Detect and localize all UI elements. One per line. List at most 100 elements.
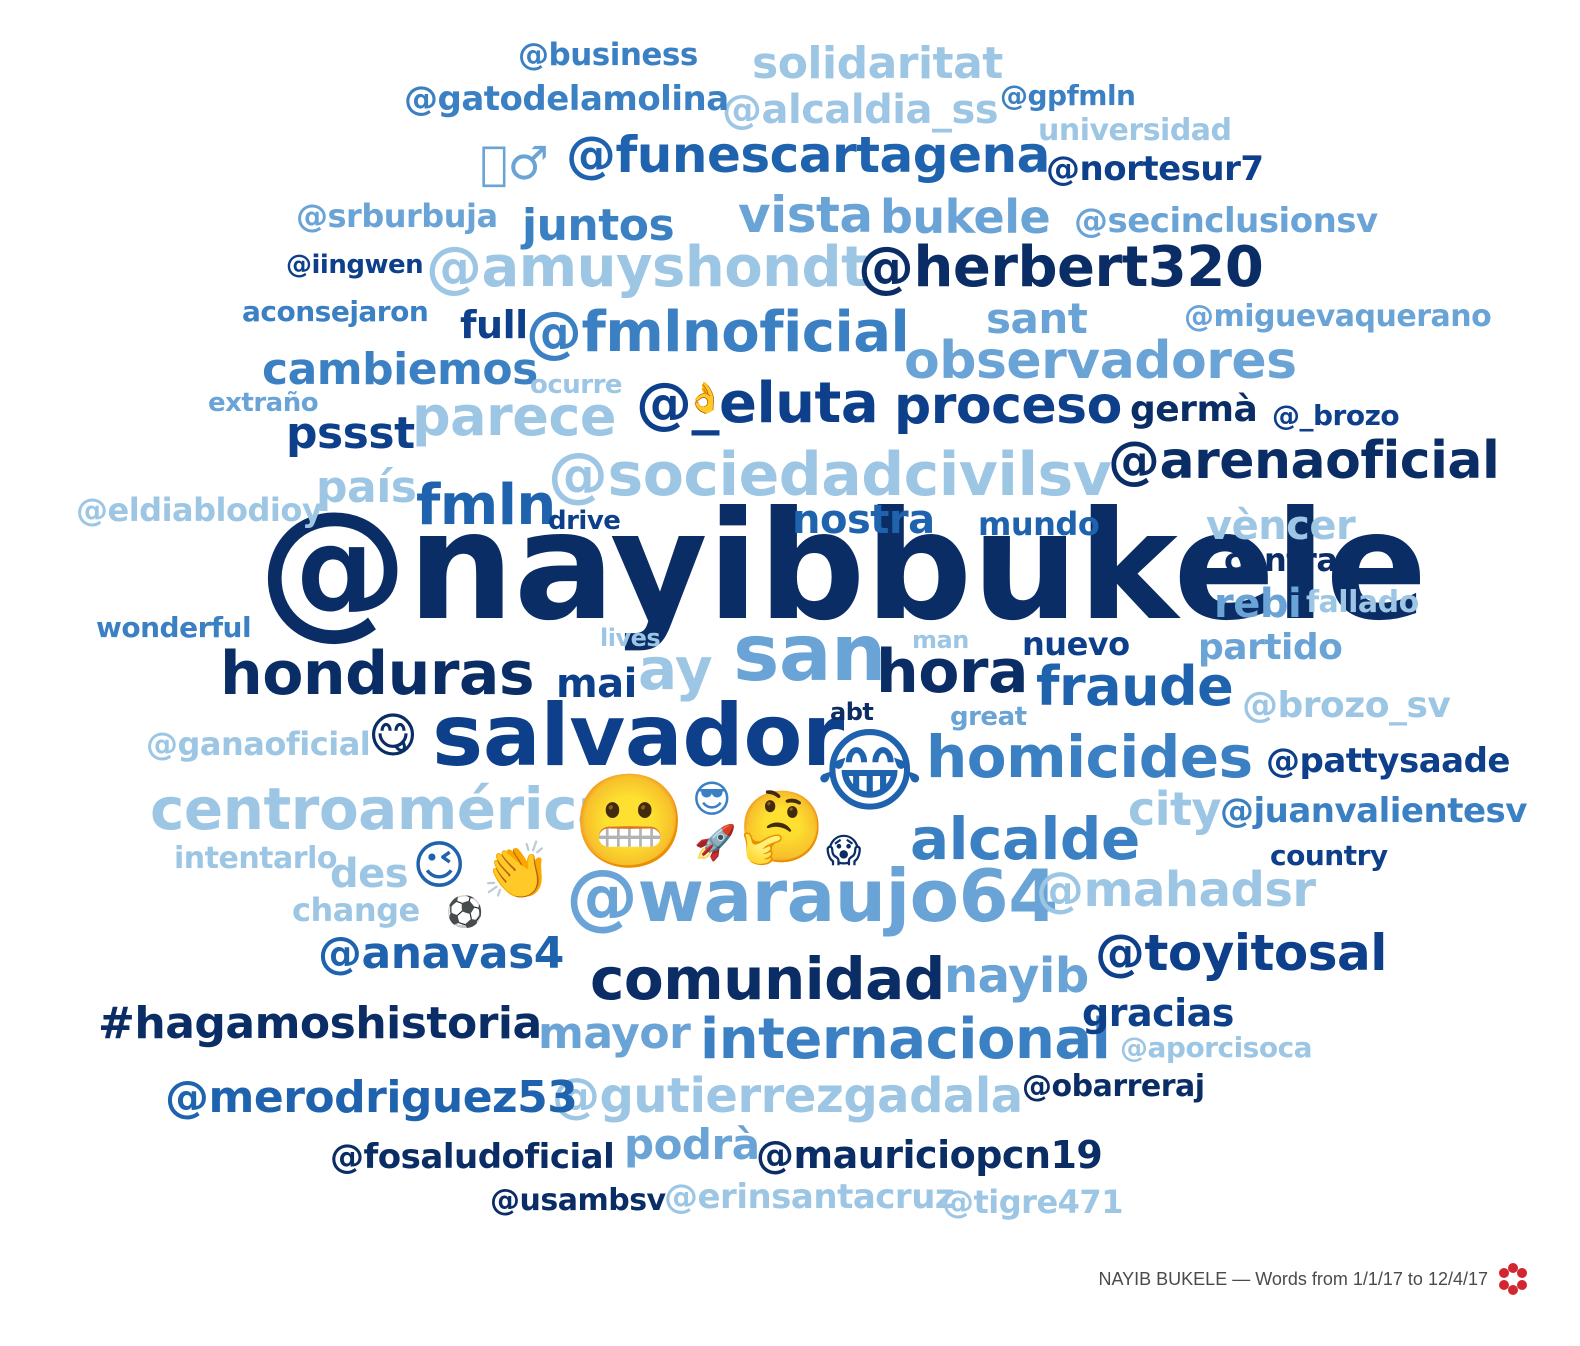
word: extraño [208, 388, 319, 418]
word: gracias [1082, 991, 1234, 1035]
word: @juanvalientesv [1220, 791, 1527, 831]
word: @fmlnoficial [526, 300, 910, 365]
word: mayor [538, 1008, 691, 1059]
clapping-hands-icon: 👏 [482, 839, 552, 904]
word: fmln [416, 473, 556, 538]
ok-hand-icon: 👌 [686, 381, 724, 416]
word: lives [600, 624, 661, 652]
word: germà [1130, 389, 1258, 430]
word: full [460, 303, 528, 347]
word: juntos [522, 200, 675, 251]
word: @waraujo64 [566, 854, 1058, 938]
word: mundo [978, 505, 1100, 543]
word: hora [876, 637, 1029, 707]
word: bukele [880, 190, 1051, 244]
word: @fosaludoficial [330, 1137, 615, 1177]
word: @arenaoficial [1108, 431, 1500, 491]
word: vèncer [1206, 503, 1356, 549]
word: @secinclusionsv [1074, 201, 1378, 241]
word: pssst [286, 408, 415, 459]
word: centroamérica [150, 775, 616, 843]
word: san [733, 609, 887, 699]
word: partido [1198, 627, 1343, 668]
flower-logo-icon [1499, 1263, 1527, 1295]
word: @gatodelamolina [404, 79, 729, 119]
word: comunidad [590, 945, 945, 1013]
word: fallado [1306, 585, 1419, 620]
word: @alcaldia_ss [722, 87, 999, 133]
word: @mahadsr [1036, 862, 1316, 918]
thinking-face-icon: 🤔 [738, 786, 826, 868]
word: @gpfmln [1000, 79, 1136, 112]
winking-face-icon: 😉 [412, 836, 467, 896]
word: @nayibbukele [258, 480, 1427, 654]
word: cambiemos [262, 344, 538, 395]
word: aconsejaron [242, 295, 429, 328]
word: great [950, 702, 1027, 732]
word: observadores [904, 331, 1297, 391]
word: @gutierrezgadala [552, 1068, 1023, 1124]
grimacing-face-icon: 😬 [572, 768, 687, 875]
word: @erinsantacruz [664, 1177, 955, 1217]
word: #hagamoshistoria [98, 998, 542, 1049]
word: @business [518, 37, 698, 73]
word: vista [738, 186, 873, 244]
word: drive [548, 506, 621, 536]
word: homicides [926, 723, 1253, 791]
face-screaming-in-fear-icon: 😱 [826, 831, 862, 871]
word: nostra [792, 497, 935, 543]
word: @merodriguez53 [165, 1072, 578, 1123]
word: @tigre471 [942, 1183, 1123, 1221]
word: @_brozo [1272, 399, 1400, 432]
word: honduras [220, 639, 535, 709]
word: alcalde [910, 805, 1140, 873]
word: parece [412, 385, 616, 448]
word: man [912, 626, 969, 654]
word: ay [638, 635, 713, 703]
word: país [316, 462, 417, 513]
word: @nortesur7 [1046, 149, 1264, 189]
word: @funescartagena [566, 126, 1050, 184]
word: change [292, 891, 420, 929]
word: proceso [894, 376, 1122, 436]
word: @brozo_sv [1242, 685, 1451, 726]
word: @toyitosal [1095, 924, 1387, 982]
smiling-face-with-sunglasses-icon: 😎 [692, 777, 732, 821]
face-with-tears-of-joy-icon: 😂 [816, 718, 924, 825]
word: @amuyshondt [426, 235, 868, 300]
word: mai [556, 661, 637, 707]
word: intentarlo [174, 841, 337, 876]
word: @herbert320 [858, 235, 1264, 300]
soccer-ball-icon: ⚽ [446, 895, 484, 930]
word: @ganaoficial [146, 725, 371, 763]
word: @usambsv [490, 1183, 666, 1218]
word: sant [986, 294, 1088, 343]
word: solidaritat [752, 38, 1003, 89]
word: @iingwen [286, 250, 424, 280]
word: abt [830, 698, 874, 726]
word: @aporcisoca [1120, 1031, 1313, 1064]
word: des [330, 851, 409, 897]
word: wonderful [96, 611, 252, 644]
face-savoring-food-icon: 😋 [368, 708, 419, 764]
word: @eldiablodioy [76, 491, 323, 529]
word: @_eluta [636, 371, 879, 436]
footer-caption: NAYIB BUKELE — Words from 1/1/17 to 12/4… [1098, 1269, 1488, 1289]
word: universidad [1038, 113, 1232, 148]
word: @srburbuja [296, 197, 498, 235]
word: internacional [700, 1007, 1111, 1072]
word: salvador [432, 686, 844, 786]
word: @pattysaade [1266, 741, 1510, 781]
word: country [1270, 839, 1388, 872]
word: nuevo [1022, 625, 1130, 663]
rocket-icon: 🚀 [694, 823, 737, 863]
word: podrà [624, 1120, 760, 1169]
word: @mauriciopcn19 [756, 1133, 1103, 1177]
word: rebi [1214, 581, 1302, 627]
word: @sociedadcivilsv [548, 440, 1112, 510]
word: @miguevaquerano [1184, 299, 1492, 334]
word: contra [1224, 541, 1338, 579]
word: @anavas4 [318, 928, 564, 979]
word: fraude [1036, 655, 1234, 718]
